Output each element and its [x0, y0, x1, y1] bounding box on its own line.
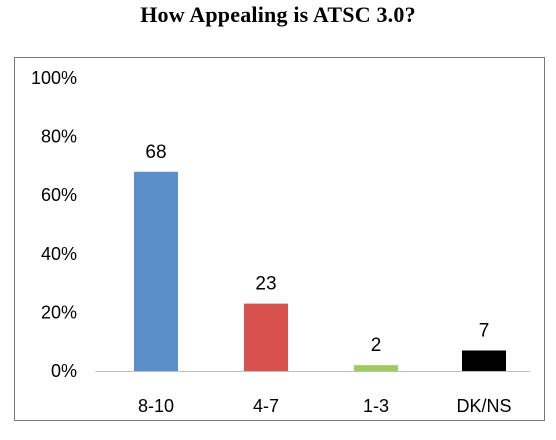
bar-dk-ns — [462, 350, 506, 371]
bar-8-10 — [134, 171, 178, 371]
chart-title: How Appealing is ATSC 3.0? — [140, 2, 416, 27]
data-label: 68 — [145, 142, 166, 163]
x-tick-label: 8-10 — [138, 396, 174, 416]
chart-frame — [14, 57, 545, 421]
bars — [134, 171, 506, 371]
y-tick-label: 100% — [31, 68, 77, 88]
data-label: 7 — [479, 320, 490, 341]
data-labels: 68 23 2 7 — [145, 142, 489, 356]
y-tick-label: 40% — [41, 244, 77, 264]
y-tick-label: 0% — [51, 361, 77, 381]
x-tick-label: 1-3 — [363, 396, 389, 416]
y-tick-label: 20% — [41, 302, 77, 322]
bar-1-3 — [354, 365, 398, 371]
data-label: 2 — [371, 335, 382, 356]
y-axis-ticks: 0% 20% 40% 60% 80% 100% — [31, 68, 77, 381]
x-tick-label: 4-7 — [253, 396, 279, 416]
x-tick-label: DK/NS — [456, 396, 511, 416]
data-label: 23 — [255, 274, 276, 295]
x-axis-ticks: 8-10 4-7 1-3 DK/NS — [138, 396, 512, 416]
y-tick-label: 60% — [41, 185, 77, 205]
bar-4-7 — [244, 303, 288, 371]
y-tick-label: 80% — [41, 127, 77, 147]
